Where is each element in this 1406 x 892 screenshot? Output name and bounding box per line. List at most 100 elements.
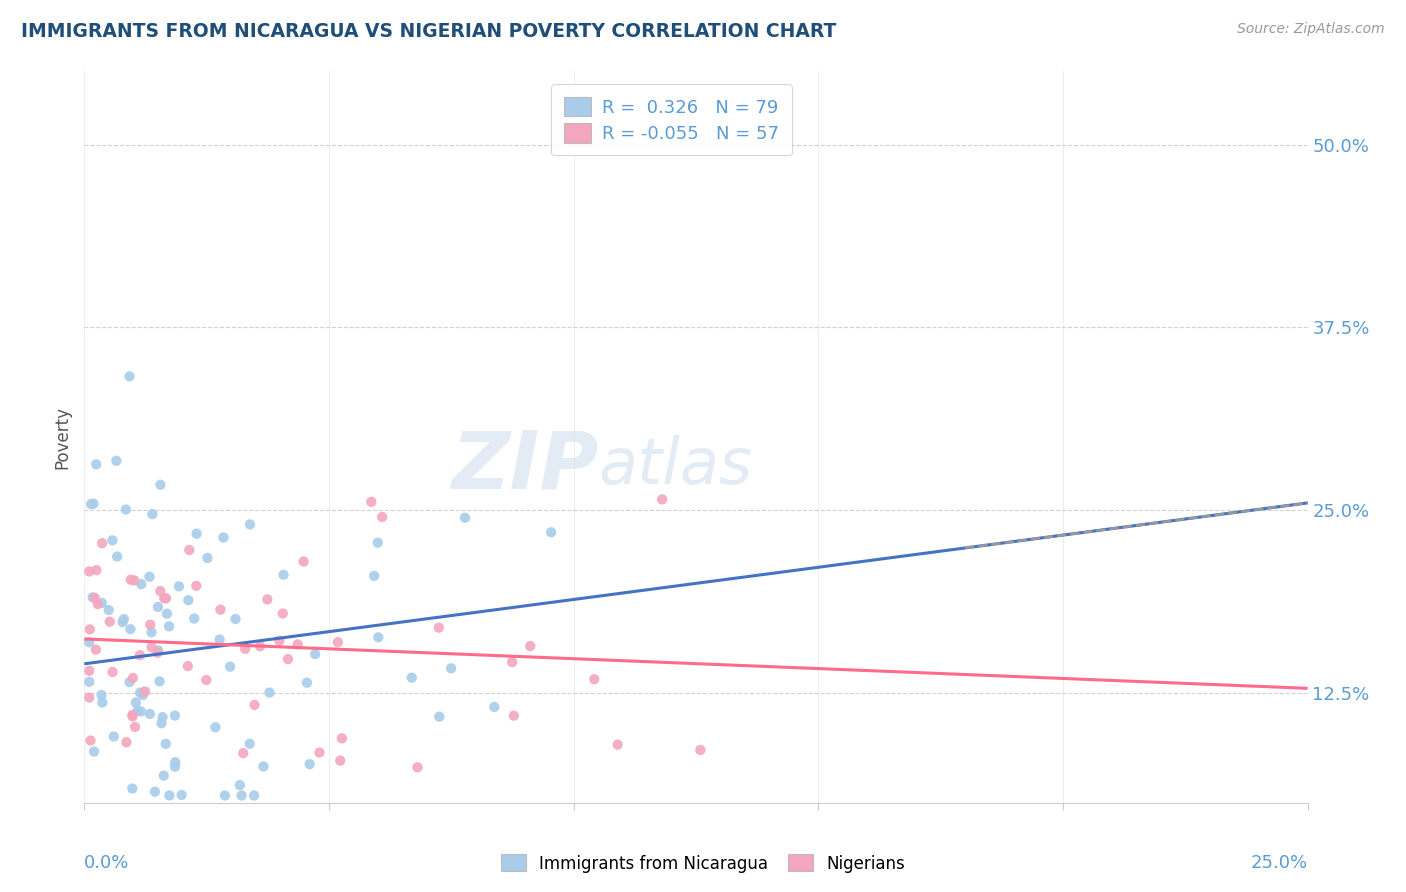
Point [121, 709, 143, 723]
Point [219, 659, 242, 673]
Point [146, 643, 169, 657]
Point [82, 591, 104, 605]
Point [121, 781, 143, 796]
Point [129, 648, 152, 663]
Point [163, 708, 186, 723]
Point [90, 596, 112, 610]
Point [90, 688, 112, 702]
Point [259, 685, 281, 699]
Point [252, 759, 274, 773]
Point [689, 743, 711, 757]
Point [86, 563, 108, 577]
Point [502, 708, 524, 723]
Point [186, 579, 208, 593]
Point [139, 706, 162, 721]
Point [121, 708, 143, 723]
Point [277, 652, 299, 666]
Point [80, 497, 103, 511]
Text: atlas: atlas [598, 435, 752, 498]
Point [91, 536, 114, 550]
Point [125, 696, 148, 710]
Point [103, 730, 125, 744]
Point [427, 621, 450, 635]
Text: Source: ZipAtlas.com: Source: ZipAtlas.com [1237, 22, 1385, 37]
Point [146, 646, 169, 660]
Point [167, 579, 190, 593]
Point [141, 507, 163, 521]
Point [112, 612, 135, 626]
Point [197, 551, 219, 566]
Point [77, 690, 100, 705]
Point [101, 665, 124, 679]
Point [186, 526, 208, 541]
Point [132, 688, 155, 702]
Point [139, 617, 162, 632]
Point [295, 675, 318, 690]
Point [454, 510, 477, 524]
Point [367, 630, 389, 644]
Point [97, 603, 120, 617]
Point [651, 492, 673, 507]
Point [212, 531, 235, 545]
Point [243, 698, 266, 712]
Point [401, 671, 423, 685]
Point [118, 675, 141, 690]
Point [152, 710, 174, 724]
Point [155, 591, 177, 606]
Point [183, 611, 205, 625]
Point [83, 497, 105, 511]
Point [177, 593, 200, 607]
Point [233, 641, 256, 656]
Point [127, 704, 149, 718]
Point [129, 686, 152, 700]
Point [163, 760, 186, 774]
Point [77, 565, 100, 579]
Point [152, 769, 174, 783]
Point [371, 510, 394, 524]
Point [87, 597, 110, 611]
Point [231, 789, 253, 803]
Point [111, 615, 134, 629]
Point [209, 602, 232, 616]
Point [157, 789, 180, 803]
Point [239, 737, 262, 751]
Point [243, 789, 266, 803]
Point [540, 525, 562, 540]
Point [77, 635, 100, 649]
Point [292, 555, 315, 569]
Point [131, 577, 153, 591]
Point [141, 625, 163, 640]
Point [146, 599, 169, 614]
Point [406, 760, 429, 774]
Point [308, 746, 330, 760]
Point [363, 569, 385, 583]
Point [77, 674, 100, 689]
Point [120, 573, 142, 587]
Point [367, 535, 389, 549]
Point [156, 607, 179, 621]
Point [360, 495, 382, 509]
Point [195, 673, 218, 687]
Point [83, 591, 105, 605]
Point [98, 615, 121, 629]
Point [271, 607, 294, 621]
Point [229, 778, 252, 792]
Point [141, 640, 163, 655]
Point [249, 640, 271, 654]
Point [177, 659, 200, 673]
Point [440, 661, 463, 675]
Legend: Immigrants from Nicaragua, Nigerians: Immigrants from Nicaragua, Nigerians [494, 847, 912, 880]
Point [157, 619, 180, 633]
Point [149, 584, 172, 599]
Point [208, 632, 231, 647]
Point [150, 716, 173, 731]
Point [84, 458, 107, 472]
Point [153, 591, 176, 606]
Point [304, 647, 326, 661]
Point [501, 655, 523, 669]
Point [79, 623, 101, 637]
Y-axis label: Poverty: Poverty [53, 406, 72, 468]
Point [91, 696, 114, 710]
Point [118, 369, 141, 384]
Point [124, 720, 146, 734]
